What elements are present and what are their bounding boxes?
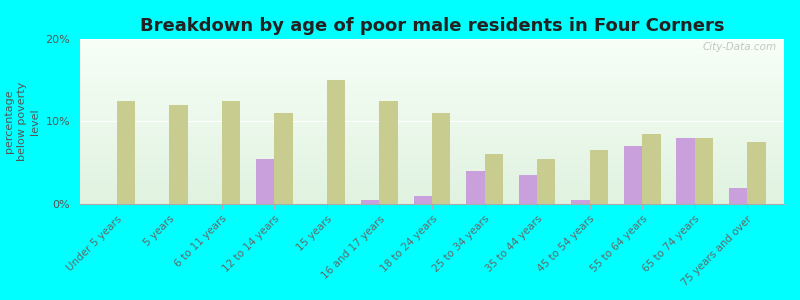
Bar [222,101,240,204]
Y-axis label: percentage
below poverty
level: percentage below poverty level [3,82,40,161]
Bar [379,101,398,204]
Bar [327,80,346,204]
Title: Breakdown by age of poor male residents in Four Corners: Breakdown by age of poor male residents … [140,17,724,35]
Bar [518,175,537,204]
Text: City-Data.com: City-Data.com [703,42,777,52]
Bar [624,146,642,204]
Bar [274,113,293,204]
Bar [170,105,188,204]
Bar [676,138,694,204]
Bar [485,154,503,204]
Bar [537,159,555,204]
Bar [642,134,661,204]
Bar [256,159,274,204]
Bar [117,101,135,204]
Bar [571,200,590,204]
Bar [414,196,432,204]
Bar [590,150,608,204]
Bar [466,171,485,204]
Bar [361,200,379,204]
Bar [729,188,747,204]
Bar [747,142,766,204]
Bar [432,113,450,204]
Bar [694,138,713,204]
